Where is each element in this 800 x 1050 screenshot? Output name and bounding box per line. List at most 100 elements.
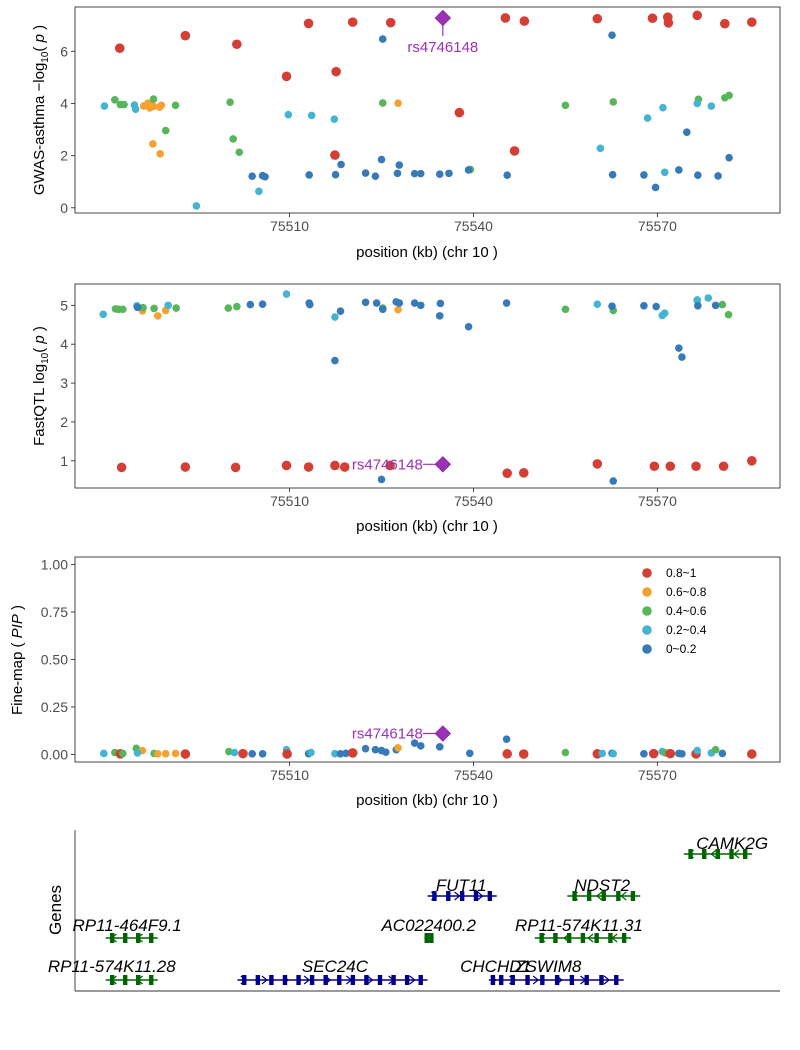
gwas-y-tick-label: 0 (60, 200, 68, 216)
gene-label: RP11-574K11.28 (48, 957, 176, 976)
gwas-point (232, 39, 242, 50)
finemap-point (100, 749, 108, 758)
gwas-y-tick-label: 2 (60, 148, 68, 164)
gwas-point (131, 105, 140, 114)
gene-exon (566, 933, 572, 943)
gene-exon (487, 891, 493, 901)
fastqtl-point (224, 304, 233, 312)
gwas-point (608, 170, 617, 179)
fastqtl-point (331, 356, 339, 365)
gwas-point (694, 171, 702, 179)
gene-exon (364, 975, 369, 985)
fastqtl-point (281, 460, 292, 471)
fastqtl-point (693, 296, 702, 304)
genes-y-axis-label: Genes (46, 885, 65, 935)
gene-exon (594, 933, 599, 943)
finemap-panel: rs4746148 75510 75540 75570 0.000.250.500.… (9, 556, 781, 809)
fastqtl-point (377, 475, 386, 484)
gwas-point (281, 71, 292, 82)
gwas-point (161, 126, 170, 135)
fastqtl-y-ticks: 1 2 3 4 5 (60, 297, 75, 469)
gwas-x-tick-label: 75510 (270, 218, 309, 234)
gene-strand-arrow (539, 933, 546, 943)
finemap-point (248, 750, 256, 758)
gwas-point (361, 169, 370, 177)
fastqtl-marks: rs4746148 (99, 290, 757, 485)
gwas-point (643, 114, 652, 122)
finemap-point (502, 749, 512, 759)
finemap-point (331, 749, 339, 758)
gene-strand-arrow (490, 975, 497, 985)
gwas-point (120, 100, 128, 109)
fastqtl-point (416, 301, 425, 310)
fastqtl-point (665, 461, 676, 472)
finemap-marks: rs4746148 (100, 725, 757, 759)
gwas-x-axis-label: position (kb) (chr 10 ) (356, 244, 498, 261)
gene-strand-arrow (282, 975, 289, 985)
gwas-point (714, 172, 722, 180)
finemap-y-tick-label: 0.00 (41, 746, 68, 762)
gwas-point (707, 102, 716, 110)
gene-strand-arrow (409, 975, 416, 985)
fastqtl-point (233, 302, 241, 311)
gene-strand-arrow (556, 975, 563, 985)
gwas-point (261, 172, 269, 181)
fastqtl-point (339, 462, 350, 472)
fastqtl-point (747, 456, 757, 466)
gene-label: ZSWIM8 (514, 957, 582, 976)
fastqtl-point (331, 313, 339, 321)
finemap-y-ticks: 0.00 0.25 0.50 0.75 1.00 (41, 557, 75, 762)
fastqtl-panel: rs4746148 75510 75540 75570 1 2 3 4 5 position… (31, 283, 781, 535)
finemap-point (678, 750, 686, 758)
gene-exon (429, 933, 434, 943)
fastqtl-point (258, 300, 267, 309)
fastqtl-frame (74, 283, 781, 489)
gene-exon (242, 975, 247, 985)
gene-exon (614, 975, 619, 985)
gwas-point (305, 171, 313, 179)
gwas-point (725, 153, 733, 162)
gene-strand-arrow (563, 933, 570, 943)
fastqtl-point (116, 462, 127, 473)
fastqtl-y-tick-label: 5 (60, 297, 68, 313)
gene-strand-arrow (110, 933, 117, 943)
fastqtl-point (704, 294, 713, 302)
legend-label: 0.4~0.6 (666, 604, 707, 618)
gwas-point (385, 17, 396, 28)
finemap-point (394, 743, 402, 752)
gwas-y-tick-label: 4 (60, 95, 68, 111)
fastqtl-point (464, 322, 473, 331)
gwas-point (500, 13, 511, 23)
gwas-point (693, 99, 702, 108)
finemap-point (382, 748, 390, 756)
finemap-point (258, 750, 267, 758)
gene-strand-arrow (611, 933, 618, 943)
gene-exon (309, 975, 315, 985)
gwas-point (156, 150, 165, 158)
fastqtl-point (675, 344, 683, 352)
gene-strand-arrow (424, 933, 431, 943)
finemap-point (238, 748, 248, 759)
gwas-point (410, 169, 419, 178)
gene-exon (377, 975, 383, 985)
legend-swatch (642, 587, 652, 597)
finemap-point (502, 735, 511, 744)
genes-panel: CAMK2G FUT11 NDST2 RP11-464F9.1 AC022400.2 RP… (46, 830, 780, 992)
gwas-point (561, 101, 570, 110)
fastqtl-point (99, 310, 107, 319)
gwas-point (747, 17, 757, 27)
fastqtl-point (230, 462, 241, 473)
finemap-y-tick-label: 1.00 (41, 557, 68, 573)
fastqtl-point (678, 353, 686, 361)
gwas-y-axis-label: GWAS-asthma −log10( p ) (31, 25, 51, 195)
fastqtl-point (153, 312, 162, 320)
gene-strand-arrow (687, 849, 694, 859)
fastqtl-point (593, 300, 602, 309)
gene-strand-arrow (580, 975, 587, 985)
gene-exon (715, 849, 721, 859)
gwas-point (663, 18, 674, 28)
finemap-point (416, 742, 425, 750)
finemap-y-tick-label: 0.25 (41, 699, 68, 715)
fastqtl-point (410, 299, 419, 307)
gene-exon (418, 975, 423, 985)
